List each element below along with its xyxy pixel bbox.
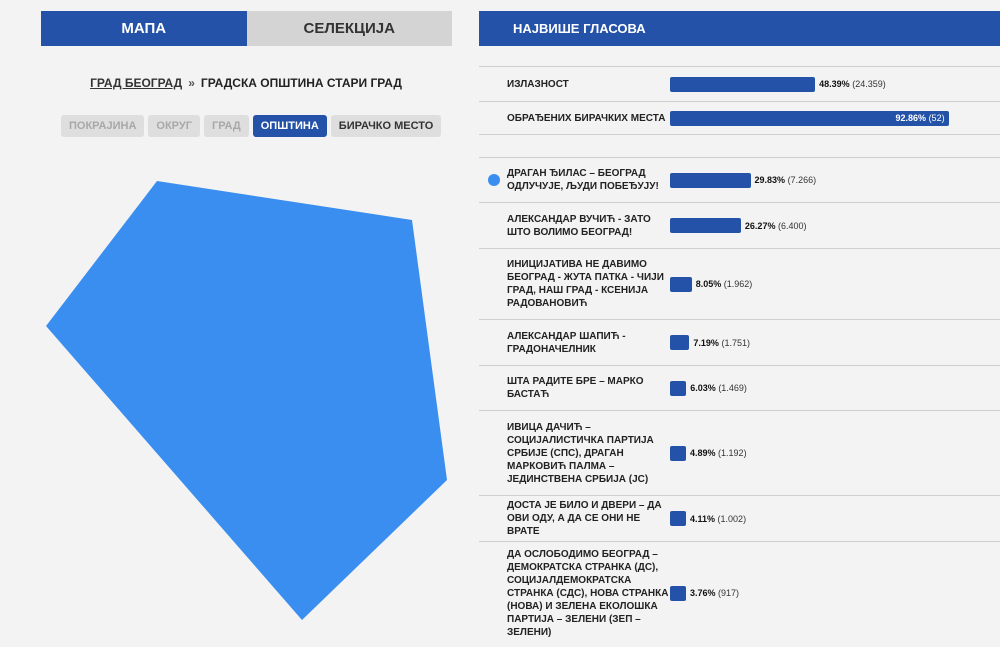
bar-wrapper: 29.83% (7.266): [670, 172, 970, 188]
results-list: ИЗЛАЗНОСТ 48.39% (24.359) ОБРАЂЕНИХ БИРА…: [479, 66, 1000, 644]
list-bar: [670, 276, 692, 292]
bar-wrapper: 4.89% (1.192): [670, 445, 970, 461]
list-value: 26.27% (6.400): [745, 221, 807, 231]
list-bar: [670, 511, 686, 526]
bar-wrapper: 6.03% (1.469): [670, 380, 970, 396]
list-percent: 4.89%: [690, 448, 716, 458]
list-value: 7.19% (1.751): [693, 338, 750, 348]
bar-wrapper: 3.76% (917): [670, 585, 970, 601]
list-value: 4.89% (1.192): [690, 448, 747, 458]
view-tabs: МАПА СЕЛЕКЦИЈА: [41, 11, 452, 46]
tab-map[interactable]: МАПА: [41, 11, 247, 46]
list-row[interactable]: ДА ОСЛОБОДИМО БЕОГРАД – ДЕМОКРАТСКА СТРА…: [479, 541, 1000, 644]
map-region-stari-grad[interactable]: [46, 181, 447, 620]
list-label: АЛЕКСАНДАР ВУЧИЋ - ЗАТО ШТО ВОЛИМО БЕОГР…: [507, 213, 651, 238]
list-count: (917): [718, 588, 740, 598]
bar-wrapper: 92.86% (52): [670, 110, 970, 126]
list-bar: [670, 380, 687, 396]
list-row[interactable]: АЛЕКСАНДАР ШАПИЋ - ГРАДОНАЧЕЛНИК 7.19% (…: [479, 319, 1000, 365]
stat-percent: 92.86%: [895, 112, 927, 123]
list-count: (1.192): [718, 448, 747, 458]
selected-dot-icon: [488, 174, 500, 186]
bar-wrapper: 4.11% (1.002): [670, 511, 970, 526]
list-percent: 29.83%: [754, 175, 786, 185]
bar-wrapper: 48.39% (24.359): [670, 76, 970, 92]
list-count: (6.400): [777, 220, 807, 231]
breadcrumb: ГРАД БЕОГРАД » ГРАДСКА ОПШТИНА СТАРИ ГРАД: [0, 76, 492, 90]
tab-selection[interactable]: СЕЛЕКЦИЈА: [246, 11, 452, 46]
stat-count: (24.359): [852, 79, 886, 89]
level-button-municipality[interactable]: ОПШТИНА: [252, 115, 327, 137]
panel-header: НАЈВИШЕ ГЛАСОВА: [479, 11, 1000, 46]
list-bar: [670, 445, 686, 461]
stat-label: ИЗЛАЗНОСТ: [507, 78, 569, 90]
list-percent: 8.05%: [695, 279, 722, 289]
list-row[interactable]: ДОСТА ЈЕ БИЛО И ДВЕРИ – ДА ОВИ ОДУ, А ДА…: [479, 495, 1000, 541]
breadcrumb-link-city[interactable]: ГРАД БЕОГРАД: [90, 76, 183, 90]
municipality-map: [46, 181, 447, 620]
stat-bar: [670, 76, 816, 92]
list-percent: 7.19%: [693, 337, 719, 348]
stat-percent: 48.39%: [819, 79, 850, 89]
stat-bar: 92.86% (52): [670, 110, 949, 126]
stat-value: 48.39% (24.359): [819, 79, 886, 89]
list-value: 3.76% (917): [690, 588, 739, 598]
list-row[interactable]: ИВИЦА ДАЧИЋ – СОЦИЈАЛИСТИЧКА ПАРТИЈА СРБ…: [479, 410, 1000, 495]
list-count: (1.962): [723, 279, 753, 289]
list-label: ДА ОСЛОБОДИМО БЕОГРАД – ДЕМОКРАТСКА СТРА…: [507, 548, 669, 638]
level-button-province: ПОКРАЈИНА: [61, 115, 145, 137]
stat-row-processed: ОБРАЂЕНИХ БИРАЧКИХ МЕСТА 92.86% (52): [479, 101, 1000, 135]
bar-wrapper: 26.27% (6.400): [670, 218, 970, 233]
list-count: (1.469): [718, 383, 747, 393]
stat-count: (52): [928, 112, 945, 123]
level-button-city: ГРАД: [203, 115, 249, 137]
stat-value: 92.86% (52): [896, 113, 945, 123]
list-percent: 3.76%: [690, 588, 716, 598]
list-count: (1.002): [717, 513, 747, 524]
list-label: АЛЕКСАНДАР ШАПИЋ - ГРАДОНАЧЕЛНИК: [507, 330, 626, 355]
list-row[interactable]: АЛЕКСАНДАР ВУЧИЋ - ЗАТО ШТО ВОЛИМО БЕОГР…: [479, 202, 1000, 248]
breadcrumb-current: ГРАДСКА ОПШТИНА СТАРИ ГРАД: [200, 76, 402, 90]
list-label: ИВИЦА ДАЧИЋ – СОЦИЈАЛИСТИЧКА ПАРТИЈА СРБ…: [507, 421, 654, 485]
list-percent: 6.03%: [690, 383, 716, 393]
stat-row-turnout: ИЗЛАЗНОСТ 48.39% (24.359): [479, 66, 1000, 101]
list-bar: [670, 172, 751, 188]
list-row[interactable]: ДРАГАН ЂИЛАС – БЕОГРАД ОДЛУЧУЈЕ, ЉУДИ ПО…: [479, 157, 1000, 202]
list-percent: 4.11%: [690, 513, 716, 524]
list-label: ШТА РАДИТЕ БРЕ – МАРКО БАСТАЋ: [507, 376, 644, 400]
list-value: 8.05% (1.962): [696, 279, 753, 289]
bar-wrapper: 7.19% (1.751): [670, 335, 970, 350]
list-label: ДОСТА ЈЕ БИЛО И ДВЕРИ – ДА ОВИ ОДУ, А ДА…: [507, 500, 662, 537]
list-value: 4.11% (1.002): [690, 514, 746, 524]
list-value: 29.83% (7.266): [755, 175, 817, 185]
list-bar: [670, 335, 690, 350]
spacer: [479, 135, 1000, 157]
level-button-district: ОКРУГ: [148, 115, 200, 137]
list-count: (1.751): [721, 337, 750, 348]
stat-label: ОБРАЂЕНИХ БИРАЧКИХ МЕСТА: [507, 112, 666, 124]
list-bar: [670, 585, 686, 601]
level-button-polling-station[interactable]: БИРАЧКО МЕСТО: [330, 115, 442, 137]
list-row[interactable]: ИНИЦИЈАТИВА НЕ ДАВИМО БЕОГРАД - ЖУТА ПАТ…: [479, 248, 1000, 319]
list-label: ДРАГАН ЂИЛАС – БЕОГРАД ОДЛУЧУЈЕ, ЉУДИ ПО…: [507, 168, 659, 192]
list-percent: 26.27%: [744, 220, 776, 231]
breadcrumb-separator: »: [188, 76, 195, 90]
bar-wrapper: 8.05% (1.962): [670, 276, 970, 292]
level-selector: ПОКРАЈИНА ОКРУГ ГРАД ОПШТИНА БИРАЧКО МЕС…: [61, 115, 442, 137]
list-value: 6.03% (1.469): [690, 383, 747, 393]
list-row[interactable]: ШТА РАДИТЕ БРЕ – МАРКО БАСТАЋ 6.03% (1.4…: [479, 365, 1000, 410]
list-label: ИНИЦИЈАТИВА НЕ ДАВИМО БЕОГРАД - ЖУТА ПАТ…: [507, 259, 664, 309]
list-count: (7.266): [787, 175, 817, 185]
list-bar: [670, 218, 741, 233]
